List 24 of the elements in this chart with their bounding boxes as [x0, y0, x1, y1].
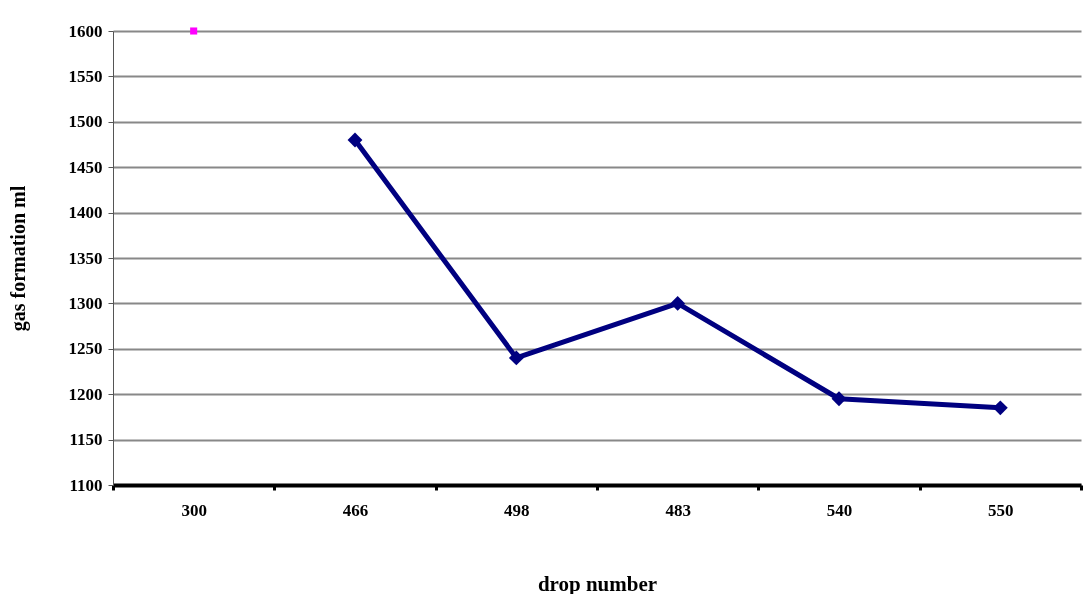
x-tick-label: 550 — [988, 500, 1014, 520]
x-tick-label: 540 — [826, 500, 853, 520]
point — [347, 132, 363, 148]
point — [670, 295, 686, 311]
y-tick-label: 1150 — [69, 430, 103, 450]
x-tick-label: 498 — [504, 500, 530, 520]
point — [508, 350, 524, 366]
point — [831, 391, 847, 407]
y-tick-label: 1100 — [69, 475, 103, 495]
y-tick-label: 1500 — [68, 112, 103, 132]
point — [190, 27, 198, 35]
x-tick-label: 300 — [181, 500, 207, 520]
y-tick-label: 1550 — [68, 66, 103, 86]
x-tick-label: 483 — [665, 500, 691, 520]
y-tick-label: 1350 — [68, 248, 103, 268]
y-tick-label: 1250 — [68, 339, 103, 359]
y-tick-label: 1600 — [68, 21, 103, 41]
y-tick-label: 1200 — [68, 384, 103, 404]
x-tick-label: 466 — [342, 500, 369, 520]
y-axis-title: gas formation ml — [6, 185, 30, 332]
point — [992, 400, 1008, 416]
y-tick-label: 1400 — [68, 203, 103, 223]
y-tick-label: 1300 — [68, 293, 103, 313]
y-tick-label: 1450 — [68, 157, 103, 177]
